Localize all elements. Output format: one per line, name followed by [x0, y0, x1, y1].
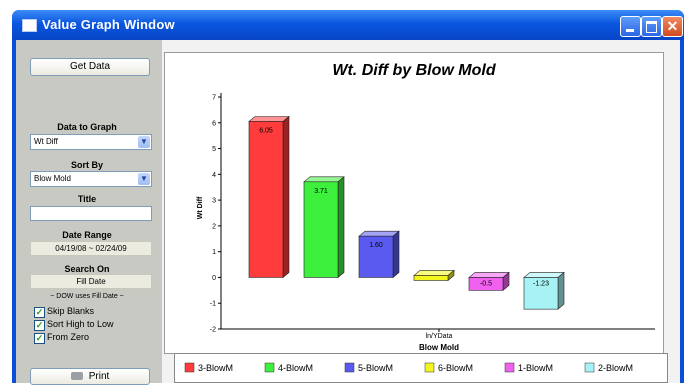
chevron-down-icon[interactable]: ▼	[138, 136, 150, 148]
y-tick-label: 6	[212, 120, 216, 127]
x-axis-label: Blow Mold	[419, 343, 459, 352]
x-tick-label: ln/YData	[426, 333, 453, 340]
legend-entry: 6-BlowM	[438, 363, 473, 373]
bar-side-face	[558, 272, 564, 309]
y-tick-label: 1	[212, 249, 216, 256]
legend-swatch	[425, 363, 434, 372]
bar-3-BlowM	[249, 116, 289, 277]
sort-by-value: Blow Mold	[34, 172, 71, 186]
checkbox-check-icon[interactable]: ✓	[34, 333, 45, 344]
y-tick-label: -2	[210, 327, 216, 334]
chart-panel: Wt. Diff by Blow Mold -2 -1 0 1 2 3 4 5 6 7 6.05 3.…	[162, 40, 680, 383]
bar-data-label: 3.71	[314, 188, 328, 195]
chart-legend: 3-BlowM 4-BlowM 5-BlowM 6-BlowM 1-BlowM 2-Blo…	[174, 353, 668, 383]
bar-5-BlowM	[359, 231, 399, 277]
data-to-graph-value: Wt Diff	[34, 135, 58, 149]
maximize-icon	[646, 21, 657, 33]
window-client: Get Data Data to Graph Wt Diff ▼ Sort By…	[16, 40, 680, 383]
maximize-button[interactable]	[641, 16, 662, 37]
bar-top-face	[469, 272, 509, 277]
legend-entry: 2-BlowM	[598, 363, 633, 373]
title-input[interactable]	[30, 206, 152, 221]
bar-data-label: -0.5	[480, 280, 492, 287]
legend-swatch	[585, 363, 594, 372]
y-tick-label: 2	[212, 223, 216, 230]
legend-entry: 3-BlowM	[198, 363, 233, 373]
close-button[interactable]: ✕	[662, 16, 683, 37]
legend-swatch	[345, 363, 354, 372]
bar-top-face	[304, 177, 344, 182]
y-tick-label: 7	[212, 95, 216, 102]
get-data-button[interactable]: Get Data	[30, 58, 150, 76]
bar-2-BlowM	[524, 272, 564, 309]
chart-frame: Wt. Diff by Blow Mold -2 -1 0 1 2 3 4 5 6 7 6.05 3.…	[164, 52, 664, 354]
bar-side-face	[393, 231, 399, 277]
legend-svg: 3-BlowM 4-BlowM 5-BlowM 6-BlowM 1-BlowM 2-Blo…	[175, 354, 667, 382]
bar-front-face	[414, 275, 448, 280]
legend-swatch	[505, 363, 514, 372]
value-graph-window: Value Graph Window ✕ Get Data Data to Gr…	[12, 10, 684, 383]
checkbox-label: Sort High to Low	[47, 319, 114, 329]
sort-by-label: Sort By	[22, 160, 152, 170]
search-on-label: Search On	[22, 264, 152, 274]
y-tick-label: 3	[212, 198, 216, 205]
y-tick-label: 5	[212, 146, 216, 153]
title-label: Title	[22, 194, 152, 204]
date-range-label: Date Range	[22, 230, 152, 240]
data-to-graph-label: Data to Graph	[22, 122, 152, 132]
bar-top-face	[249, 116, 289, 121]
controls-panel: Get Data Data to Graph Wt Diff ▼ Sort By…	[16, 40, 162, 383]
bar-chart: Wt. Diff by Blow Mold -2 -1 0 1 2 3 4 5 6 7 6.05 3.…	[165, 53, 663, 353]
legend-entry: 5-BlowM	[358, 363, 393, 373]
bar-front-face	[249, 121, 283, 277]
bar-data-label: 1.60	[369, 242, 383, 249]
bar-6-BlowM	[414, 270, 454, 280]
chart-title: Wt. Diff by Blow Mold	[332, 62, 496, 79]
print-label: Print	[89, 371, 110, 382]
bar-front-face	[304, 182, 338, 278]
bar-top-face	[524, 272, 564, 277]
y-tick-label: 4	[212, 172, 216, 179]
legend-entry: 1-BlowM	[518, 363, 553, 373]
title-bar[interactable]: Value Graph Window ✕	[12, 10, 684, 40]
print-button[interactable]: Print	[30, 368, 150, 385]
y-tick-label: 0	[212, 275, 216, 282]
checkbox-check-icon[interactable]: ✓	[34, 320, 45, 331]
close-icon: ✕	[663, 17, 682, 36]
bar-side-face	[283, 116, 289, 277]
y-axis-label: Wt Diff	[197, 196, 204, 219]
legend-swatch	[265, 363, 274, 372]
bar-data-label: -1.23	[533, 280, 549, 287]
legend-entry: 4-BlowM	[278, 363, 313, 373]
checkbox-label: Skip Blanks	[47, 306, 94, 316]
window-icon	[22, 19, 37, 32]
bar-side-face	[338, 177, 344, 278]
sort-by-select[interactable]: Blow Mold ▼	[30, 171, 152, 187]
bar-data-label: 6.05	[259, 127, 273, 134]
checkbox-label: From Zero	[47, 332, 89, 342]
legend-swatch	[185, 363, 194, 372]
data-to-graph-select[interactable]: Wt Diff ▼	[30, 134, 152, 150]
fill-date-note: ~ DOW uses Fill Date ~	[22, 293, 152, 300]
search-on-value: Fill Date	[30, 274, 152, 289]
date-range-value: 04/19/08 ~ 02/24/09	[30, 241, 152, 256]
checkbox-check-icon[interactable]: ✓	[34, 307, 45, 318]
y-tick-label: -1	[210, 301, 216, 308]
printer-icon	[71, 372, 83, 380]
bar-top-face	[359, 231, 399, 236]
minimize-icon	[626, 29, 634, 32]
chevron-down-icon[interactable]: ▼	[138, 173, 150, 185]
minimize-button[interactable]	[620, 16, 641, 37]
window-title: Value Graph Window	[42, 17, 175, 32]
bar-top-face	[414, 270, 454, 275]
